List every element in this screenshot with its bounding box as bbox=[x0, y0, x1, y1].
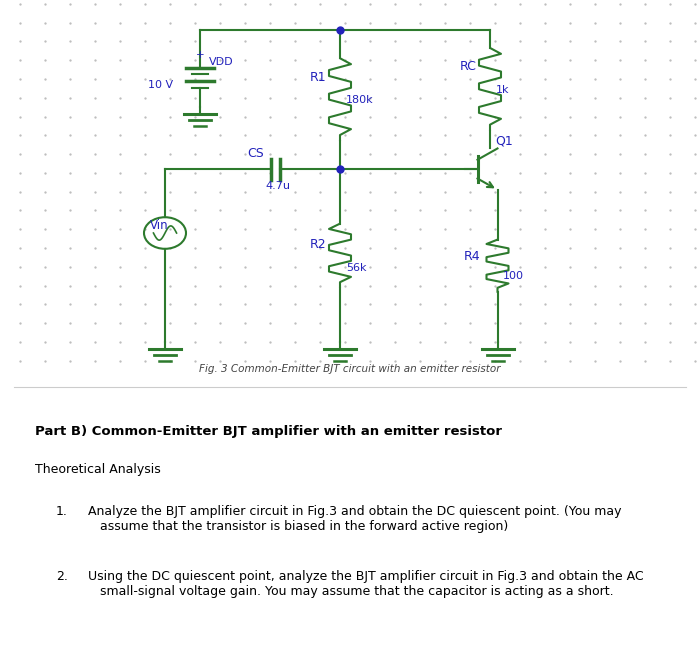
Text: 4.7u: 4.7u bbox=[265, 181, 290, 191]
Text: Q1: Q1 bbox=[495, 135, 512, 148]
Text: 1.: 1. bbox=[56, 505, 68, 518]
Text: +: + bbox=[196, 51, 204, 60]
Text: 2.: 2. bbox=[56, 570, 68, 583]
Text: VDD: VDD bbox=[209, 56, 234, 67]
Text: R1: R1 bbox=[310, 71, 327, 84]
Text: R2: R2 bbox=[310, 238, 327, 251]
Text: Analyze the BJT amplifier circuit in Fig.3 and obtain the DC quiescent point. (Y: Analyze the BJT amplifier circuit in Fig… bbox=[88, 505, 621, 533]
Text: Vin: Vin bbox=[150, 218, 169, 231]
Text: 100: 100 bbox=[503, 271, 524, 281]
Text: RC: RC bbox=[460, 60, 477, 73]
Text: R4: R4 bbox=[463, 250, 480, 263]
Text: Fig. 3 Common-Emitter BJT circuit with an emitter resistor: Fig. 3 Common-Emitter BJT circuit with a… bbox=[199, 364, 500, 374]
Text: 1k: 1k bbox=[496, 85, 510, 95]
Text: CS: CS bbox=[248, 147, 265, 160]
Text: Part B) Common-Emitter BJT amplifier with an emitter resistor: Part B) Common-Emitter BJT amplifier wit… bbox=[35, 425, 502, 438]
Text: 180k: 180k bbox=[346, 95, 374, 106]
Text: 10 V: 10 V bbox=[148, 80, 173, 90]
Text: Theoretical Analysis: Theoretical Analysis bbox=[35, 463, 161, 476]
Text: 56k: 56k bbox=[346, 262, 367, 273]
Text: Using the DC quiescent point, analyze the BJT amplifier circuit in Fig.3 and obt: Using the DC quiescent point, analyze th… bbox=[88, 570, 643, 599]
